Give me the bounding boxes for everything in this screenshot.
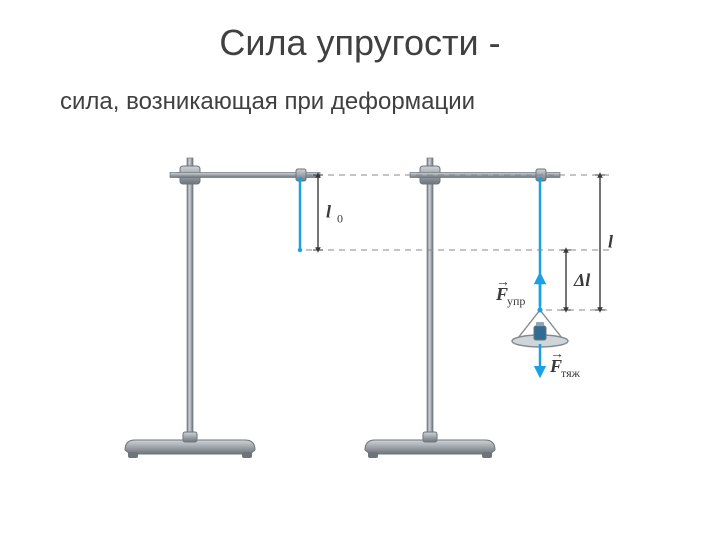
- elastic-force-diagram: l0lΔl→Fупр→Fтяж: [90, 140, 630, 470]
- diagram-container: l0lΔl→Fупр→Fтяж: [90, 140, 630, 470]
- page-title: Сила упругости -: [0, 22, 720, 64]
- svg-text:l: l: [326, 202, 331, 222]
- svg-text:l: l: [608, 232, 613, 252]
- svg-text:0: 0: [337, 212, 343, 226]
- svg-text:тяж: тяж: [561, 366, 581, 380]
- svg-text:Δl: Δl: [573, 270, 590, 290]
- svg-text:упр: упр: [507, 294, 525, 308]
- page-subtitle: сила, возникающая при деформации: [60, 88, 660, 116]
